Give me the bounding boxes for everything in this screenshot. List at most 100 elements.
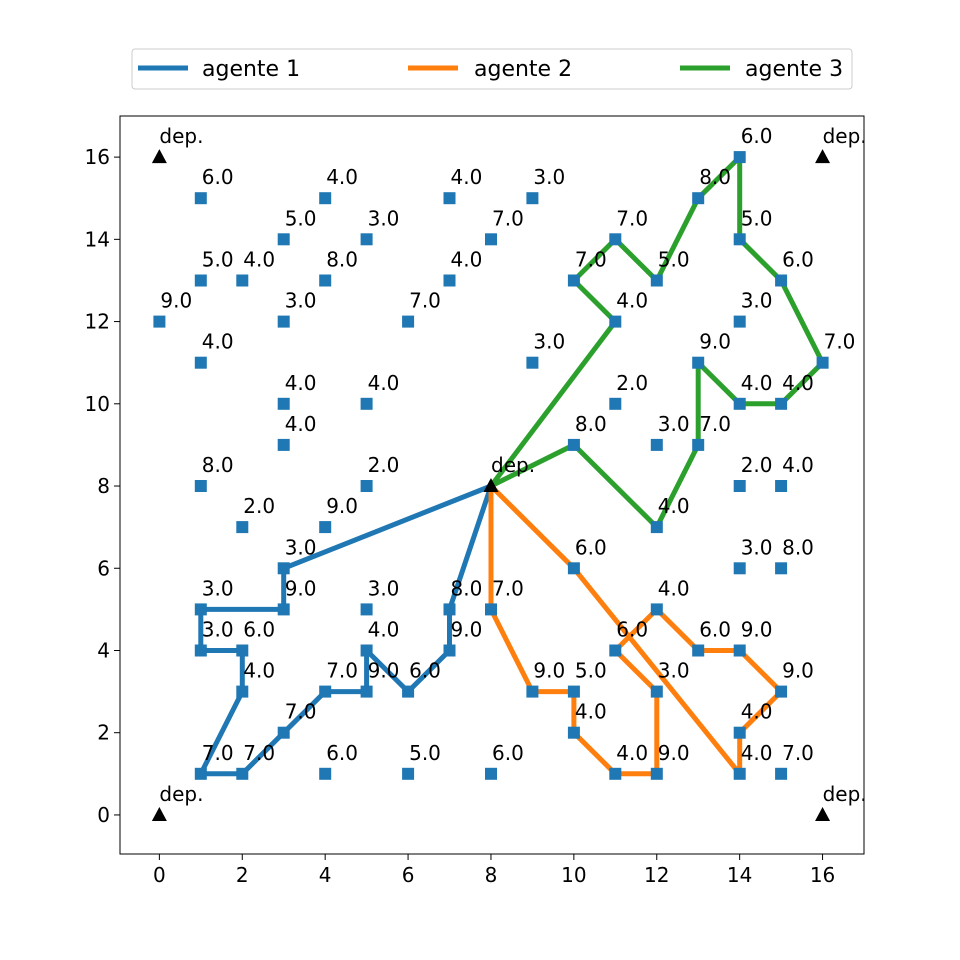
point-label: 5.0 (575, 659, 607, 683)
customer-point (650, 438, 663, 451)
depot-label: dep. (823, 782, 867, 806)
y-tick-label: 0 (97, 803, 110, 827)
point-label: 3.0 (202, 576, 234, 600)
point-label: 4.0 (658, 576, 690, 600)
x-tick-label: 0 (153, 863, 166, 887)
point-label: 4.0 (368, 618, 400, 642)
customer-point (485, 603, 497, 616)
customer-point (277, 315, 290, 328)
point-label: 7.0 (243, 741, 275, 765)
customer-point (319, 521, 332, 534)
point-label: 9.0 (326, 494, 358, 518)
point-label: 3.0 (658, 412, 690, 436)
point-label: 3.0 (741, 535, 773, 559)
depot-marker (151, 806, 167, 821)
customer-point (609, 315, 622, 328)
point-label: 7.0 (202, 741, 234, 765)
customer-point (485, 767, 497, 780)
customer-point (609, 233, 622, 246)
customer-point (360, 233, 373, 246)
point-label: 8.0 (326, 248, 358, 272)
point-label: 9.0 (533, 659, 565, 683)
point-label: 4.0 (243, 659, 275, 683)
customer-point (650, 767, 663, 780)
customer-point (277, 726, 290, 739)
point-label: 6.0 (202, 165, 234, 189)
point-label: 4.0 (658, 494, 690, 518)
customer-point (402, 767, 415, 780)
point-label: 4.0 (741, 700, 773, 724)
x-tick-label: 16 (810, 863, 835, 887)
point-label: 3.0 (533, 165, 565, 189)
point-label: 7.0 (326, 659, 358, 683)
customer-point (733, 726, 746, 739)
customer-point (650, 685, 663, 698)
customer-point (194, 356, 207, 369)
depot-label: dep. (159, 782, 203, 806)
customer-point (277, 603, 290, 616)
customer-point (485, 233, 497, 246)
point-label: 6.0 (326, 741, 358, 765)
customer-point (236, 685, 249, 698)
y-tick-label: 6 (97, 556, 110, 580)
point-label: 6.0 (492, 741, 524, 765)
y-tick-label: 2 (97, 721, 110, 745)
depot-label: dep. (491, 453, 535, 477)
x-tick-label: 12 (644, 863, 669, 887)
customer-point (194, 274, 207, 287)
y-tick-label: 10 (85, 392, 110, 416)
customer-point (692, 644, 705, 657)
customer-point (194, 767, 207, 780)
point-label: 4.0 (451, 248, 483, 272)
point-label: 4.0 (616, 741, 648, 765)
customer-point (319, 274, 332, 287)
point-label: 3.0 (285, 289, 317, 313)
customer-point (609, 397, 622, 410)
point-label: 7.0 (616, 206, 648, 230)
point-label: 7.0 (575, 248, 607, 272)
point-label: 4.0 (243, 248, 275, 272)
customer-point (360, 480, 373, 492)
customer-point (319, 192, 332, 205)
point-label: 8.0 (575, 412, 607, 436)
legend-label-agente-1: agente 1 (202, 57, 300, 82)
point-label: 8.0 (782, 535, 814, 559)
customer-point (692, 438, 705, 451)
customer-point (567, 726, 580, 739)
point-label: 4.0 (326, 165, 358, 189)
point-label: 7.0 (782, 741, 814, 765)
customer-point (360, 603, 373, 616)
point-label: 7.0 (699, 412, 731, 436)
depot-marker (815, 149, 831, 164)
point-label: 4.0 (741, 741, 773, 765)
customer-point (567, 562, 580, 575)
point-label: 3.0 (202, 618, 234, 642)
customer-point (526, 192, 539, 205)
point-label: 6.0 (409, 659, 441, 683)
point-label: 9.0 (658, 741, 690, 765)
customer-point (733, 562, 746, 575)
y-tick-label: 12 (85, 310, 110, 334)
legend-frame (131, 48, 853, 90)
customer-point (775, 480, 788, 492)
point-label: 6.0 (575, 535, 607, 559)
customer-point (526, 685, 539, 698)
depot-label: dep. (823, 124, 867, 148)
point-label: 5.0 (658, 248, 690, 272)
customer-point (775, 767, 788, 780)
point-label: 4.0 (782, 453, 814, 477)
point-label: 5.0 (202, 248, 234, 272)
customer-point (567, 685, 580, 698)
x-tick-label: 10 (561, 863, 586, 887)
y-tick-label: 14 (85, 227, 110, 251)
customer-point (733, 480, 746, 492)
legend-label-agente-3: agente 3 (745, 57, 843, 82)
point-label: 5.0 (285, 206, 317, 230)
customer-point (733, 315, 746, 328)
depot-marker (151, 149, 167, 164)
customer-point (733, 644, 746, 657)
customer-point (775, 685, 788, 698)
customer-point (733, 233, 746, 246)
